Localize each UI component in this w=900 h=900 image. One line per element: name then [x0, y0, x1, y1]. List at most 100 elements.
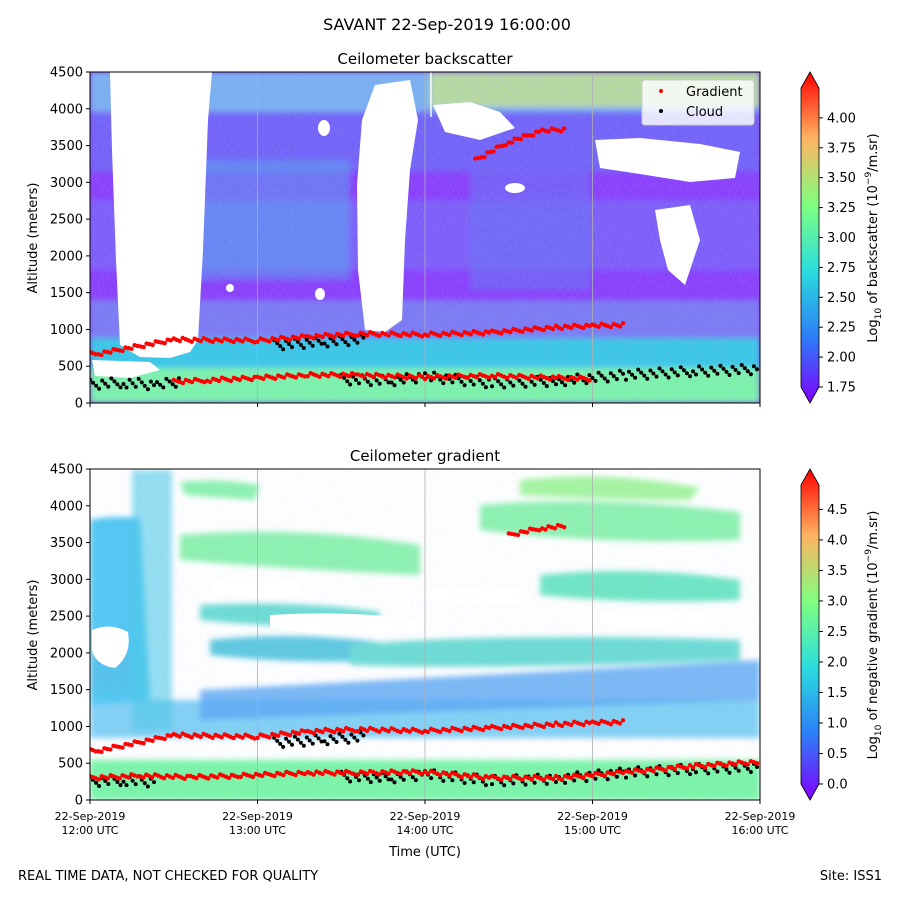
cloud-point [377, 381, 382, 386]
gradient-point [529, 776, 534, 782]
colorbar-tick-label: 3.75 [827, 141, 856, 156]
cloud-point [284, 736, 289, 741]
colorbar-tick-label: 3.5 [827, 564, 848, 579]
cloud-point [660, 369, 665, 374]
cloud-point [605, 777, 610, 782]
x-tick-time: 14:00 UTC [396, 824, 453, 837]
gradient-point [602, 773, 607, 778]
cloud-point [511, 781, 516, 786]
cloud-point [684, 371, 689, 376]
cloud-point [106, 384, 111, 389]
gradient-point [281, 772, 286, 778]
cloud-point [115, 780, 120, 784]
gradient-point [703, 765, 708, 770]
cloud-point [368, 383, 373, 388]
cloud-point [124, 385, 129, 390]
gradient-point [482, 154, 487, 160]
gradient-point [231, 339, 236, 345]
colorbar-tick-label: 1.0 [827, 716, 848, 731]
cloud-point [136, 376, 141, 381]
gradient-point [141, 344, 146, 350]
gradient-point [581, 722, 586, 728]
gradient-point [386, 333, 391, 338]
gradient-point [552, 526, 557, 531]
y-tick-label: 500 [58, 360, 83, 375]
cloud-point [736, 768, 741, 773]
y-tick-label: 3000 [50, 573, 83, 588]
cloud-point [490, 384, 494, 389]
gradient-point [371, 374, 376, 379]
cloud-point [614, 377, 619, 382]
gradient-point [468, 332, 473, 337]
gradient-point [419, 374, 425, 379]
cloud-point [477, 378, 482, 383]
gradient-point [219, 735, 224, 740]
cloud-point [459, 379, 464, 384]
gradient-point [546, 129, 551, 134]
gradient-point [550, 776, 556, 782]
x-tick-date: 22-Sep-2019 [725, 810, 796, 823]
gradient-point [407, 729, 412, 734]
cloud-point [348, 382, 353, 387]
cloud-point [700, 367, 705, 372]
cloud-point [301, 346, 306, 350]
gradient-point [320, 729, 325, 735]
gradient-point [541, 777, 546, 782]
gradient-point [293, 375, 299, 380]
cloud-point [142, 781, 147, 786]
gradient-point [684, 766, 690, 771]
gradient-point [267, 339, 272, 344]
colorbar-tick-label: 4.5 [827, 503, 848, 518]
gradient-point [590, 774, 595, 779]
gradient-markers [90, 522, 760, 789]
gradient-point [508, 776, 513, 782]
cloud-point [450, 778, 455, 783]
cloud-point [599, 373, 604, 378]
backscatter-yticks: 0 500 1000 1500 2000 2500 3000 3500 4000 4500 [50, 66, 90, 412]
cloud-point [319, 739, 324, 744]
gradient-point [126, 775, 131, 780]
gradient-point [444, 376, 449, 381]
cloud-point [584, 779, 589, 784]
backscatter-colorbar-ticks: 1.75 2.00 2.25 2.50 2.75 3.00 3.25 3.50 3.75 4.00 [819, 111, 856, 396]
cloud-point [106, 782, 111, 786]
cloud-point [633, 773, 638, 778]
cloud-point [715, 769, 720, 774]
cloud-point [706, 373, 711, 378]
cloud-point [614, 774, 619, 779]
gradient-point [569, 325, 574, 331]
cloud-point [343, 340, 348, 345]
cloud-point [447, 376, 452, 381]
x-tick-time: 16:00 UTC [731, 824, 788, 837]
gradient-point [341, 333, 346, 339]
cloud-point [401, 777, 406, 782]
backscatter-colorbar: 1.75 2.00 2.25 2.50 2.75 3.00 3.25 3.50 3.75 4.00… [800, 71, 884, 404]
cloud-point [675, 373, 680, 378]
cloud-point [441, 778, 446, 783]
gradient-point [508, 725, 513, 731]
cloud-point [148, 379, 153, 384]
gradient-point [332, 334, 337, 340]
gradient-point [386, 729, 391, 734]
gradient-point [214, 775, 220, 780]
cloud-point [170, 382, 175, 387]
cloud-point [346, 740, 351, 745]
colorbar-tick-label: 2.75 [827, 261, 856, 276]
cloud-point [343, 737, 348, 742]
gradient-ylabel: Altitude (meters) [26, 580, 41, 691]
gradient-yticks: 0 500 1000 1500 2000 2500 3000 3500 4000 4500 [50, 463, 90, 809]
y-tick-label: 4000 [50, 499, 83, 514]
cloud-point [290, 742, 294, 747]
colorbar-tick-label: 1.5 [827, 686, 848, 701]
cloud-point [345, 379, 350, 384]
gradient-point [108, 350, 113, 355]
y-tick-label: 4500 [50, 463, 83, 478]
cloud-point [654, 772, 659, 777]
cloud-point [511, 383, 516, 388]
gradient-point [105, 776, 110, 781]
cloud-point [483, 385, 488, 390]
gradient-point [293, 772, 298, 778]
gradient-point [498, 777, 504, 782]
cloud-point [423, 371, 427, 376]
